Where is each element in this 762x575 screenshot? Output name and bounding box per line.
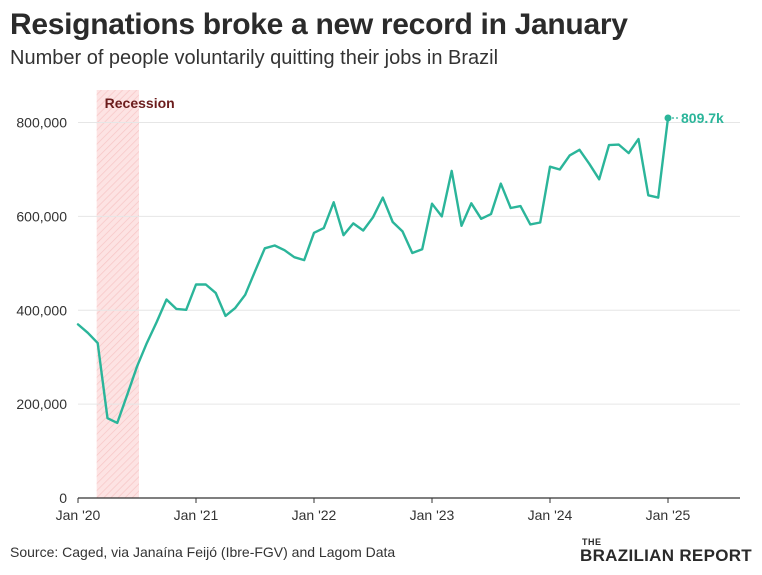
end-value-label: 809.7k [681, 110, 724, 126]
recession-label: Recession [105, 95, 175, 111]
source-note: Source: Caged, via Janaína Feijó (Ibre-F… [10, 544, 396, 560]
brand-logo: THE BRAZILIAN REPORT [580, 538, 752, 565]
y-tick-label: 200,000 [16, 396, 67, 412]
series-line [76, 116, 670, 425]
y-tick-label: 400,000 [16, 302, 67, 318]
brand-prefix: THE [582, 537, 602, 547]
end-point [664, 114, 672, 122]
x-tick-label: Jan '25 [646, 507, 691, 523]
x-tick-label: Jan '21 [174, 507, 219, 523]
y-tick-label: 0 [59, 490, 67, 506]
y-tick-label: 800,000 [16, 115, 67, 131]
y-tick-label: 600,000 [16, 208, 67, 224]
chart-subtitle: Number of people voluntarily quitting th… [10, 47, 499, 69]
x-tick-label: Jan '22 [292, 507, 337, 523]
recession-band [96, 90, 139, 498]
chart-title: Resignations broke a new record in Janua… [10, 8, 628, 41]
brand-name: BRAZILIAN REPORT [580, 546, 752, 565]
x-tick-label: Jan '24 [528, 507, 573, 523]
x-tick-label: Jan '20 [56, 507, 101, 523]
x-tick-label: Jan '23 [410, 507, 455, 523]
